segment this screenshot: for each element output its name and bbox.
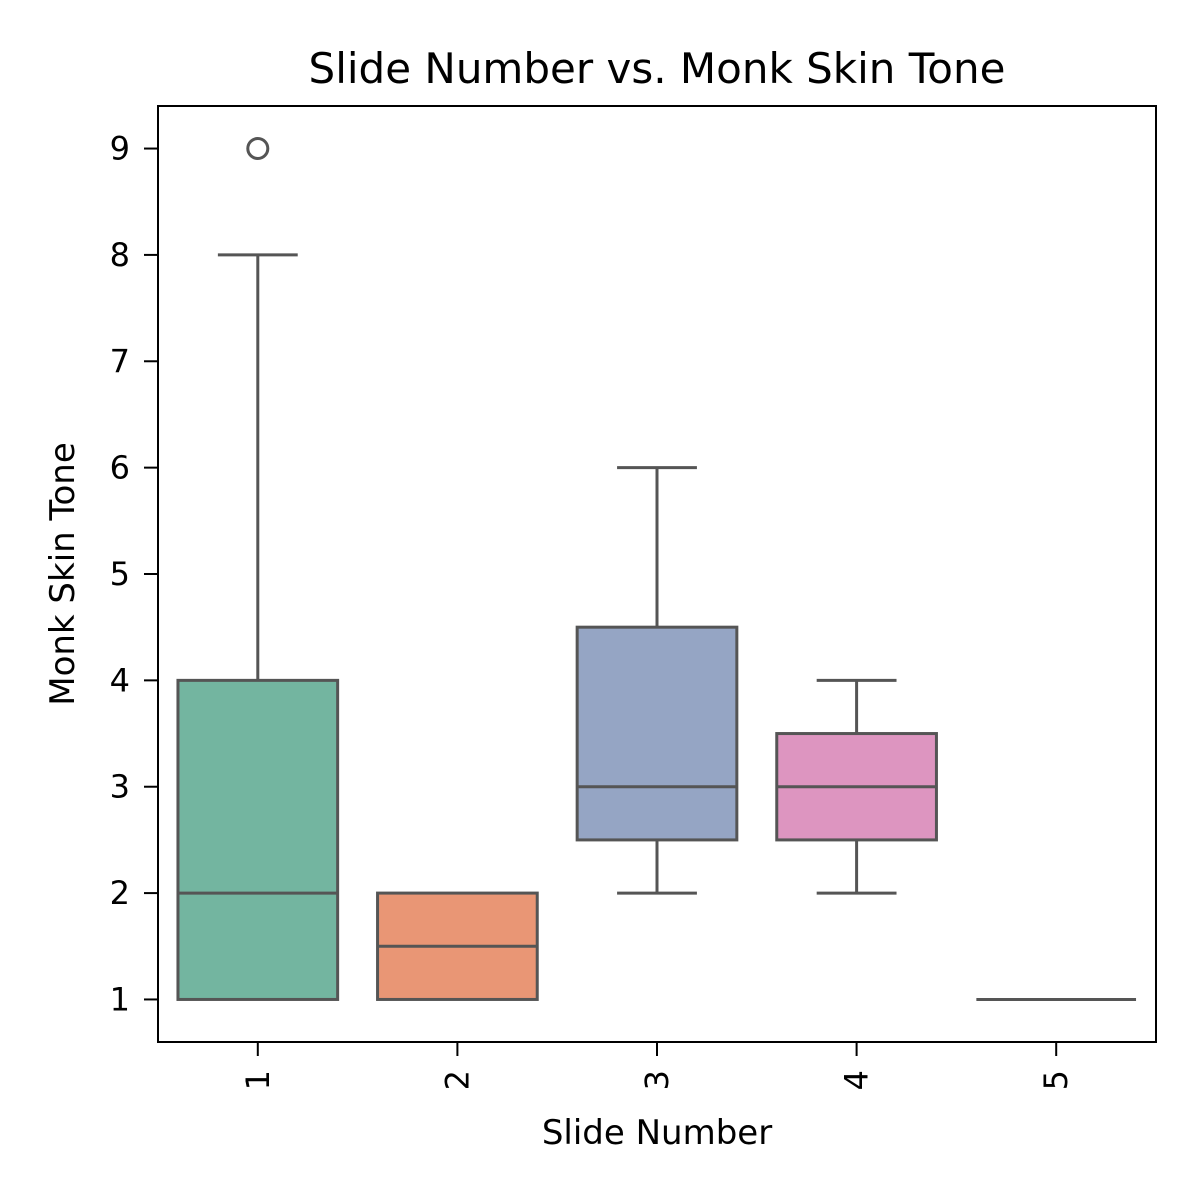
x-tick-label: 4 <box>838 1070 876 1090</box>
x-axis-label: Slide Number <box>542 1113 772 1153</box>
plot-frame <box>157 105 1157 1043</box>
x-axis: 1 2 3 4 5 <box>239 1042 1075 1090</box>
box-body <box>176 678 340 1001</box>
y-tick-label: 3 <box>110 768 130 806</box>
box-group-3 <box>575 466 739 895</box>
y-tick-label: 2 <box>110 874 130 912</box>
box-group-2 <box>376 891 539 1001</box>
y-axis: 1 2 3 4 5 6 7 8 9 <box>110 130 158 1018</box>
y-tick-label: 1 <box>110 980 130 1018</box>
box-group-1 <box>176 137 340 1001</box>
y-tick-label: 6 <box>110 449 130 487</box>
y-axis-label: Monk Skin Tone <box>43 442 83 706</box>
chart-title: Slide Number vs. Monk Skin Tone <box>309 44 1006 93</box>
x-tick-label: 5 <box>1037 1070 1075 1090</box>
y-tick-label: 8 <box>110 236 130 274</box>
x-tick-label: 1 <box>239 1070 277 1090</box>
box-body <box>575 625 739 842</box>
x-tick-label: 3 <box>638 1070 676 1090</box>
y-tick-label: 4 <box>110 661 130 699</box>
y-tick-label: 7 <box>110 342 130 380</box>
x-tick-label: 2 <box>438 1070 476 1090</box>
y-tick-label: 5 <box>110 555 130 593</box>
y-tick-label: 9 <box>110 130 130 168</box>
box-group-4 <box>775 678 938 895</box>
outlier-point <box>246 137 270 161</box>
plot-area <box>176 137 1137 1001</box>
